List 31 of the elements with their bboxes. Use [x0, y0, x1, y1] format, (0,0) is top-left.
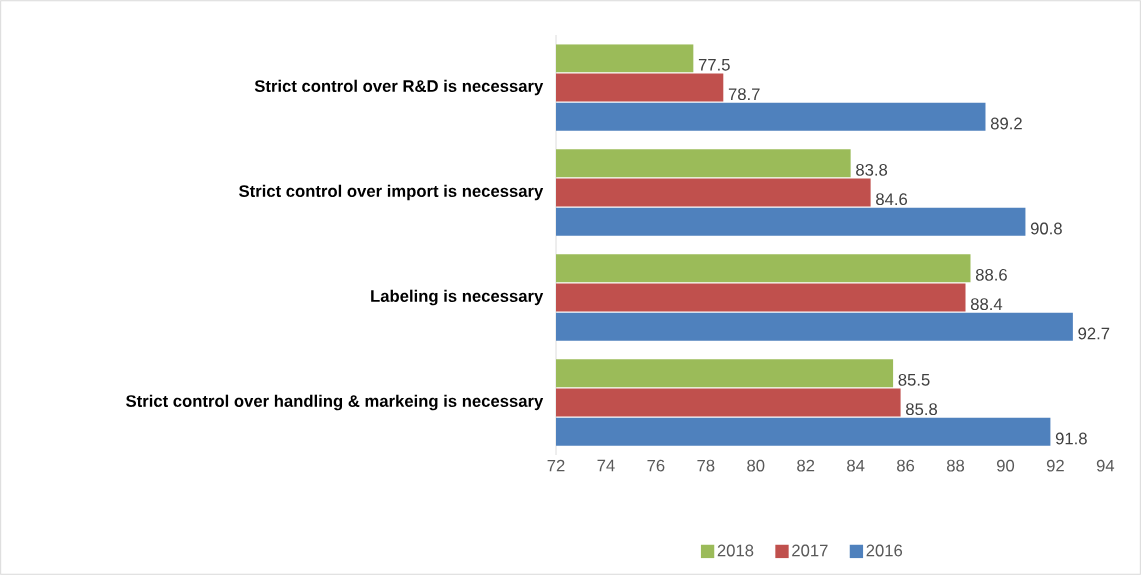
data-label: 85.8: [906, 403, 938, 416]
x-tick-label: 86: [897, 459, 915, 472]
x-tick-label: 94: [1096, 459, 1115, 472]
x-tick-label: 78: [697, 459, 715, 472]
y-tick-label: Labeling is necessary: [371, 289, 544, 306]
x-tick-label: 80: [747, 459, 765, 472]
y-tick-label: Strict control over handling & markeing is necessary: [126, 394, 544, 411]
data-label: 91.8: [1055, 432, 1087, 445]
legend-label: 2017: [792, 544, 828, 557]
y-tick-label: Strict control over import is necessary: [239, 184, 544, 201]
legend-label: 2016: [866, 544, 903, 557]
x-tick-label: 76: [647, 459, 665, 472]
x-tick-label: 84: [847, 459, 865, 472]
data-label: 90.8: [1030, 222, 1062, 235]
data-label: 83.8: [856, 163, 888, 176]
x-tick-label: 74: [597, 459, 615, 472]
x-tick-label: 92: [1046, 459, 1064, 472]
data-label: 88.6: [975, 268, 1007, 281]
data-label: 85.5: [898, 373, 930, 386]
data-label: 84.6: [876, 193, 908, 206]
data-label: 89.2: [990, 117, 1022, 130]
x-tick-label: 72: [547, 459, 565, 472]
data-label: 78.7: [728, 88, 760, 101]
legend-label: 2018: [717, 544, 754, 557]
data-label: 92.7: [1078, 327, 1110, 340]
data-label: 77.5: [698, 59, 730, 71]
x-tick-label: 90: [996, 459, 1015, 472]
y-tick-label: Strict control over R&D is necessary: [254, 79, 544, 96]
x-tick-label: 88: [946, 459, 965, 472]
x-tick-label: 82: [797, 459, 815, 472]
data-label: 88.4: [970, 298, 1003, 311]
